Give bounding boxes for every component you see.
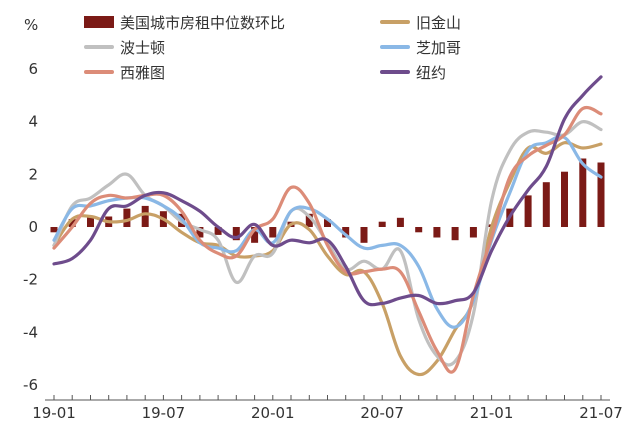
legend-swatch (380, 20, 410, 24)
bar-19-09 (196, 227, 204, 238)
bar-19-06 (141, 205, 149, 227)
y-tick-label: 6 (28, 60, 38, 78)
line-series-2 (52, 134, 603, 329)
legend-swatch (84, 16, 114, 28)
bar-21-03 (524, 195, 532, 227)
legend-item: 美国城市房租中位数环比 (84, 12, 285, 32)
legend-item: 纽约 (380, 62, 446, 82)
bar-20-04 (324, 219, 331, 227)
bar-20-12 (469, 227, 477, 238)
legend-swatch (84, 45, 114, 49)
bar-19-10 (214, 227, 222, 235)
line-series-4 (52, 75, 603, 307)
legend-item: 西雅图 (84, 62, 165, 82)
bar-19-03 (87, 216, 94, 227)
legend-item: 波士顿 (84, 37, 165, 57)
legend-swatch (380, 70, 410, 74)
legend-label: 旧金山 (416, 13, 462, 32)
legend-label: 芝加哥 (416, 38, 462, 57)
y-tick-label: 2 (28, 165, 38, 183)
bar-19-12 (251, 227, 259, 243)
legend-label: 西雅图 (120, 63, 166, 82)
bar-20-09 (415, 227, 423, 233)
bar-19-02 (68, 219, 76, 227)
bar-19-05 (123, 208, 131, 227)
bar-21-04 (542, 182, 550, 227)
y-tick-label: 4 (28, 113, 38, 131)
y-tick-label: -4 (23, 323, 38, 341)
y-tick-label: 0 (28, 218, 38, 236)
bar-20-08 (396, 217, 404, 227)
bar-21-06 (579, 158, 587, 227)
legend-item: 芝加哥 (380, 37, 461, 57)
bar-20-06 (360, 227, 368, 243)
legend-swatch (380, 45, 410, 49)
bar-21-07 (597, 162, 605, 227)
bar-19-01 (50, 227, 58, 233)
bar-20-05 (342, 227, 350, 238)
y-axis-unit-label: % (24, 16, 39, 34)
y-tick-label: -6 (23, 376, 38, 394)
legend-label: 纽约 (416, 63, 447, 82)
legend-item: 旧金山 (380, 12, 461, 32)
bar-21-05 (561, 171, 568, 227)
line-series-0 (52, 141, 603, 377)
legend-label: 波士顿 (120, 38, 166, 57)
x-tick-label: 19-01 (32, 404, 76, 422)
bar-20-07 (378, 221, 386, 227)
legend-swatch (84, 70, 114, 74)
x-tick-label: 19-07 (142, 404, 186, 422)
axes: -6 -4 -2 0 2 4 6 19-01 19-07 20-01 20-07 21-01 21-07 (23, 60, 623, 422)
x-tick-label: 21-07 (579, 404, 623, 422)
x-tick-label: 21-01 (470, 404, 514, 422)
bar-20-11 (451, 227, 459, 241)
line-series-group (52, 75, 603, 377)
bar-19-11 (232, 227, 240, 241)
y-tick-label: -2 (23, 271, 38, 289)
x-tick-label: 20-07 (360, 404, 404, 422)
x-tick-label: 20-01 (251, 404, 295, 422)
bar-20-03 (305, 213, 313, 227)
bar-20-01 (269, 227, 277, 238)
legend-label: 美国城市房租中位数环比 (120, 13, 286, 32)
bar-20-10 (433, 227, 441, 238)
